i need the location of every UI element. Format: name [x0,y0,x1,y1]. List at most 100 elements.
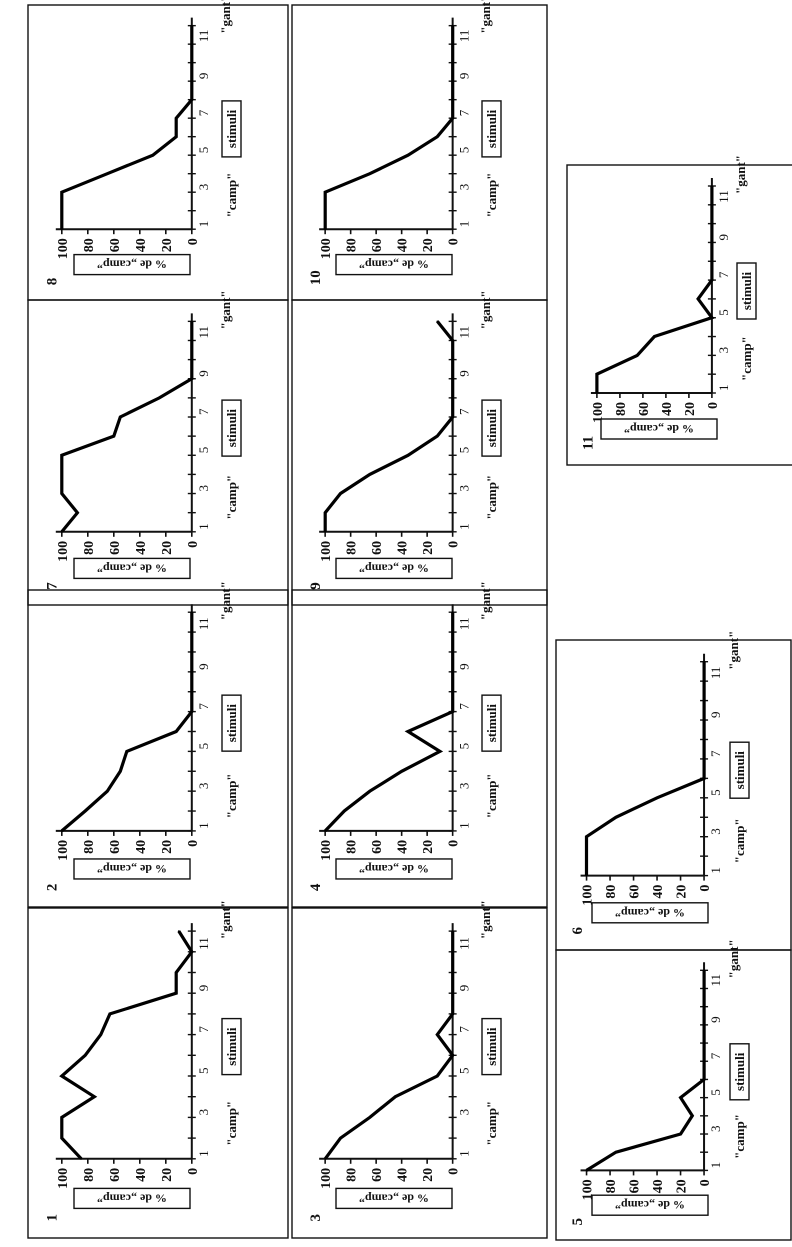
y-tick-label: 80 [604,885,619,899]
left-anchor-label: "camp" [732,818,747,863]
data-point [711,316,713,319]
data-point [436,435,439,438]
x-tick-label: 11 [457,937,472,950]
data-point [451,377,454,380]
y-tick-label: 100 [56,238,71,259]
data-point [324,511,327,514]
data-point [190,43,193,46]
data-point [190,98,193,101]
panel-frame [566,164,792,466]
left-anchor-label: "camp" [732,1114,747,1159]
data-point [615,1151,617,1154]
data-point [451,690,454,693]
chart-panel-7: 7 0 20 40 60 80 100 1 3 5 7 9 11 % de „camp” "camp" sti… [27,290,289,606]
data-point [451,1012,454,1015]
data-point [60,191,63,194]
x-label-box [736,262,757,320]
y-tick-label: 80 [345,238,360,252]
data-point [615,816,617,819]
y-axis-label: % de „camp” [624,422,694,436]
y-label-box [591,1194,709,1216]
right-anchor-label: "gant" [218,581,233,620]
x-tick-label: 7 [457,1026,472,1033]
data-point [158,396,161,399]
data-point [324,228,327,231]
x-tick-label: 7 [457,408,472,415]
y-label-box [335,1187,453,1210]
y-tick-label: 20 [160,541,175,555]
x-label-box [481,1017,502,1076]
data-point [60,830,63,832]
data-point [324,1157,327,1160]
x-tick-label: 11 [457,326,472,339]
left-anchor-label: "camp" [484,1101,499,1146]
data-point [451,710,454,713]
x-tick-label: 9 [196,985,211,992]
x-tick-label: 1 [708,1162,723,1169]
data-point [656,796,658,799]
x-tick-label: 7 [196,703,211,710]
data-point [436,1075,439,1077]
y-tick-label: 60 [108,840,123,854]
data-point [436,135,439,138]
chart-panel-3: 3 0 20 40 60 80 100 1 3 5 7 9 11 % de „camp” "camp" sti… [291,900,548,1239]
y-label-box [591,902,709,924]
x-label-box [481,694,502,752]
panel-frame [291,589,548,908]
x-tick-label: 3 [457,485,472,492]
data-point [703,660,705,663]
y-tick-label: 60 [628,1179,643,1193]
x-axis-label: stimuli [484,409,499,448]
data-point [119,770,122,773]
panel-number: 4 [308,883,324,891]
y-tick-label: 40 [651,885,666,899]
data-point [339,492,342,495]
data-point [451,339,454,342]
y-tick-label: 0 [186,238,201,245]
y-tick-label: 20 [683,402,698,416]
data-point [451,80,454,83]
data-point [93,1095,96,1098]
y-tick-label: 40 [396,541,411,555]
y-tick-label: 20 [421,840,436,854]
data-point [60,492,63,495]
x-axis-label: stimuli [224,1027,239,1066]
x-tick-label: 9 [708,1016,723,1023]
data-point [190,24,193,27]
data-point [190,670,193,673]
x-tick-label: 7 [716,271,731,278]
x-tick-label: 9 [196,73,211,80]
data-point [84,1054,87,1057]
data-point [190,651,193,653]
data-point [585,855,588,858]
x-tick-label: 11 [196,937,211,950]
data-point [703,1078,705,1081]
x-tick-label: 7 [457,703,472,710]
x-tick-label: 1 [196,822,211,829]
data-point [585,835,588,838]
x-axis-label: stimuli [739,271,754,310]
y-tick-label: 20 [421,541,436,555]
data-point [451,117,454,120]
data-point [679,1133,682,1135]
y-label-box [335,253,453,276]
data-point [80,1157,83,1160]
y-tick-label: 0 [447,238,462,245]
data-point [190,950,193,953]
left-anchor-label: "camp" [484,773,499,818]
panel-frame [27,589,289,908]
data-point [60,1116,63,1119]
data-point [60,1075,63,1077]
data-point [76,511,79,514]
data-point [175,135,178,138]
right-anchor-label: "gant" [726,939,741,978]
data-point [703,969,705,972]
panel-number: 9 [308,582,324,590]
y-tick-label: 40 [396,1168,411,1182]
data-point [703,680,705,683]
